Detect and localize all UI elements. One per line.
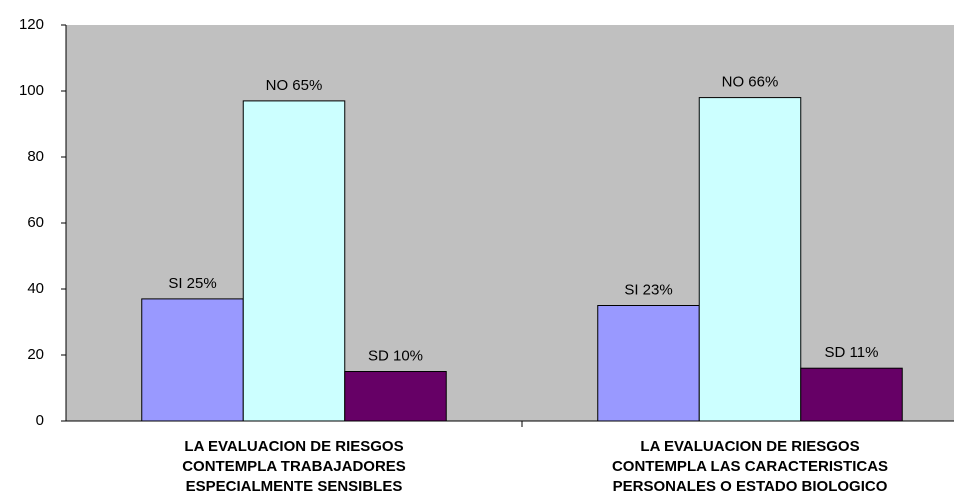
bar xyxy=(344,371,447,422)
data-label: NO 65% xyxy=(266,77,323,94)
x-tick-label: ESPECIALMENTE SENSIBLES xyxy=(186,478,403,495)
y-tick-label: 20 xyxy=(27,346,44,363)
bar xyxy=(698,97,802,422)
y-tick-label: 0 xyxy=(36,412,44,429)
y-tick-label: 120 xyxy=(19,16,44,33)
y-tick-label: 60 xyxy=(27,214,44,231)
bar xyxy=(597,305,700,422)
bar xyxy=(242,100,346,422)
x-tick-label: PERSONALES O ESTADO BIOLOGICO xyxy=(613,478,888,495)
data-label: SI 25% xyxy=(168,275,216,292)
y-tick-label: 100 xyxy=(19,82,44,99)
data-label: SI 23% xyxy=(624,281,672,298)
x-tick-label: CONTEMPLA LAS CARACTERISTICAS xyxy=(612,458,888,475)
data-label: SD 10% xyxy=(368,347,423,364)
y-tick-label: 40 xyxy=(27,280,44,297)
x-tick-label: CONTEMPLA TRABAJADORES xyxy=(182,458,406,475)
bar xyxy=(800,367,903,422)
bar xyxy=(141,298,244,422)
data-label: SD 11% xyxy=(825,344,879,361)
y-tick-label: 80 xyxy=(27,148,44,165)
x-tick-label: LA EVALUACION DE RIESGOS xyxy=(640,438,859,455)
x-tick-label: LA EVALUACION DE RIESGOS xyxy=(184,438,403,455)
data-label: NO 66% xyxy=(722,74,779,91)
